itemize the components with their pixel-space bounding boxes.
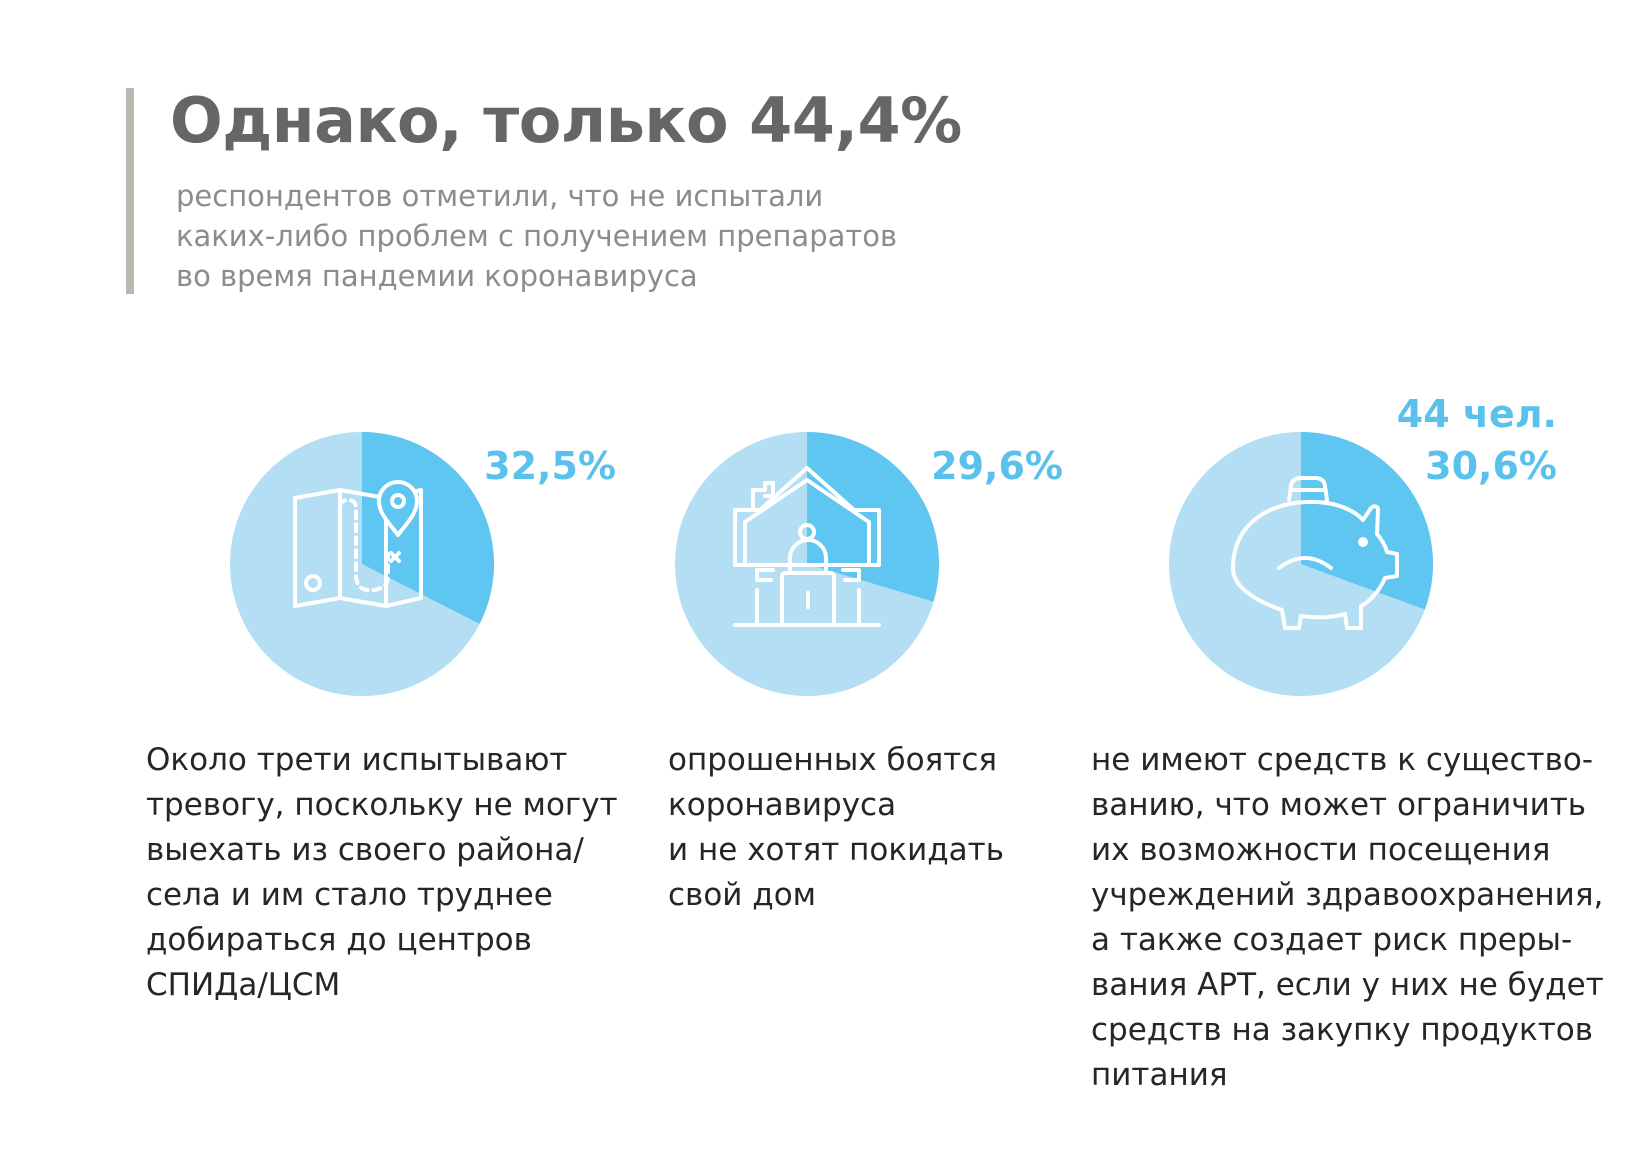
description-line: а также создает риск преры- bbox=[1091, 922, 1573, 958]
description: не имеют средств к существо- ванию, что … bbox=[1091, 738, 1604, 1098]
stat-value: 44 чел. 30,6% bbox=[1357, 388, 1557, 492]
piggy-bank-icon bbox=[1231, 476, 1399, 630]
stat-line: 32,5% bbox=[484, 444, 616, 488]
subtitle-line: во время пандемии коронавируса bbox=[176, 259, 698, 293]
pie-chart-no-funds bbox=[1169, 432, 1433, 696]
description-line: коронавируса bbox=[668, 787, 897, 823]
description-line: ванию, что может ограничить bbox=[1091, 787, 1587, 823]
accent-bar bbox=[126, 88, 134, 294]
description-line: не имеют средств к существо- bbox=[1091, 742, 1594, 778]
headline: Однако, только 44,4% bbox=[170, 84, 962, 157]
map-icon bbox=[293, 480, 423, 608]
subtitle: респондентов отметили, что не испытали к… bbox=[176, 176, 976, 296]
description-line: вания АРТ, если у них не будет bbox=[1091, 967, 1604, 1003]
pie-chart-fear bbox=[675, 432, 939, 696]
description-line: свой дом bbox=[668, 877, 817, 913]
description: Около трети испытывают тревогу, поскольк… bbox=[146, 738, 656, 1008]
stat-value: 32,5% bbox=[416, 440, 616, 492]
stat-line: 29,6% bbox=[931, 444, 1063, 488]
description-line: тревогу, поскольку не могут bbox=[146, 787, 618, 823]
description-line: добираться до центров bbox=[146, 922, 532, 958]
locked-house-icon bbox=[733, 466, 881, 627]
pie-slice-highlight bbox=[807, 432, 939, 602]
stat-value: 29,6% bbox=[863, 440, 1063, 492]
pie-chart-anxiety bbox=[230, 432, 494, 696]
pie-slice-highlight bbox=[1301, 432, 1433, 610]
description-line: средств на закупку продуктов bbox=[1091, 1012, 1594, 1048]
description-line: СПИДа/ЦСМ bbox=[146, 967, 341, 1003]
description-line: учреждений здравоохранения, bbox=[1091, 877, 1604, 913]
description-line: села и им стало труднее bbox=[146, 877, 553, 913]
description-line: их возможности посещения bbox=[1091, 832, 1551, 868]
description-line: Около трети испытывают bbox=[146, 742, 568, 778]
stat-line: 44 чел. bbox=[1396, 392, 1557, 436]
pie-slice-highlight bbox=[362, 432, 494, 624]
description-line: выехать из своего района/ bbox=[146, 832, 584, 868]
description-line: опрошенных боятся bbox=[668, 742, 998, 778]
description-line: питания bbox=[1091, 1057, 1228, 1093]
subtitle-line: респондентов отметили, что не испытали bbox=[176, 179, 824, 213]
subtitle-line: каких-либо проблем с получением препарат… bbox=[176, 219, 898, 253]
stat-line: 30,6% bbox=[1425, 444, 1557, 488]
description: опрошенных боятся коронавируса и не хотя… bbox=[668, 738, 1178, 918]
description-line: и не хотят покидать bbox=[668, 832, 1004, 868]
